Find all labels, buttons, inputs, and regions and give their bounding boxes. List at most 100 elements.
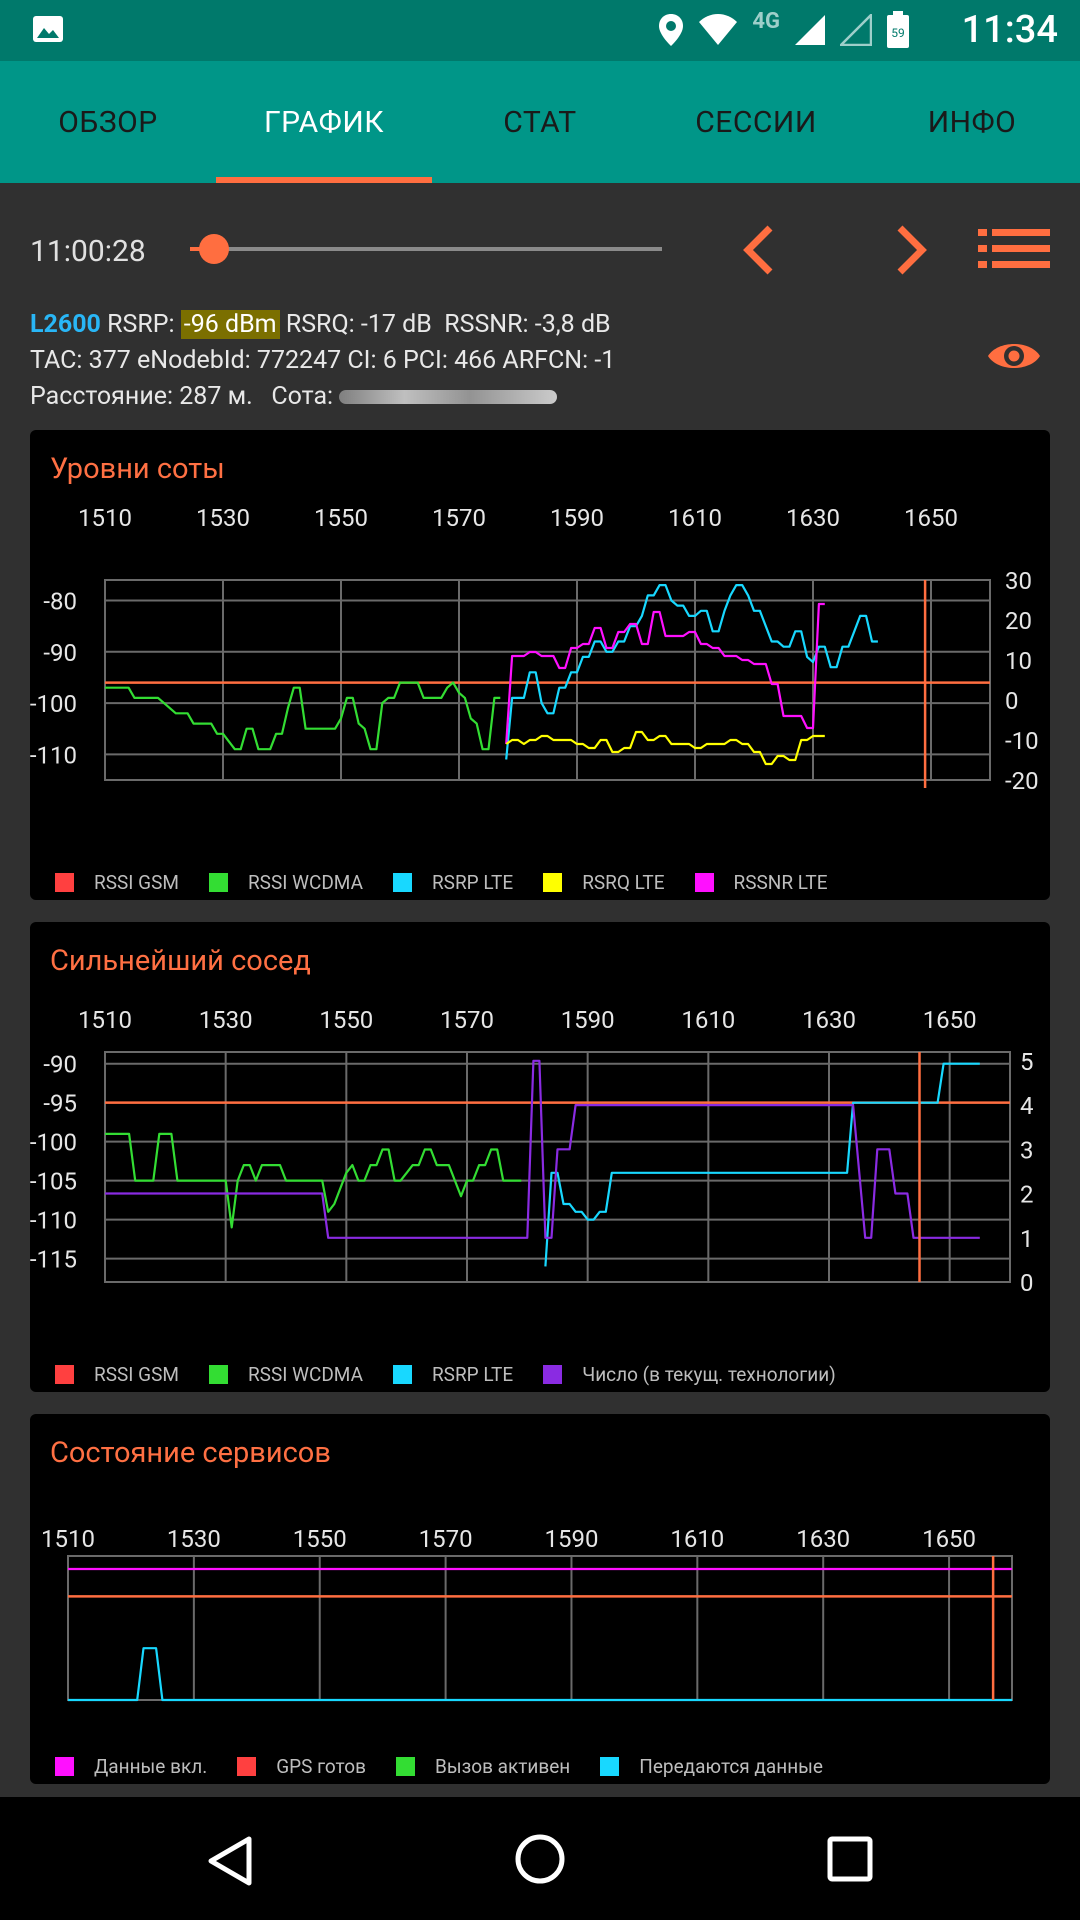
- visibility-toggle-button[interactable]: [986, 336, 1042, 376]
- back-button[interactable]: [205, 1835, 255, 1887]
- timeline-slider-thumb[interactable]: [198, 234, 229, 264]
- x-tick-label: 1550: [293, 1525, 347, 1553]
- x-tick-label: 1590: [544, 1525, 598, 1553]
- y-left-tick-label: -110: [30, 741, 77, 769]
- x-tick-label: 1550: [319, 1006, 373, 1034]
- distance-value: Расстояние: 287 м.: [30, 382, 253, 411]
- legend-swatch-rssi-wcdma: [208, 873, 228, 892]
- series-line: [105, 681, 501, 751]
- x-tick-label: 1570: [419, 1525, 473, 1553]
- x-tick-label: 1610: [670, 1525, 724, 1553]
- legend-label-call-active: Вызов активен: [435, 1755, 571, 1778]
- list-button[interactable]: [978, 229, 1050, 269]
- y-right-tick-label: 0: [1005, 687, 1019, 715]
- series-line: [68, 1647, 1012, 1702]
- previous-button[interactable]: [740, 224, 776, 276]
- clock: 11:34: [961, 8, 1058, 52]
- cell-info-line-3: Расстояние: 287 м. Сота:: [30, 382, 558, 411]
- y-right-tick-label: 3: [1020, 1136, 1034, 1164]
- y-left-tick-label: -100: [30, 1129, 77, 1157]
- legend-swatch-rssnr-lte: [694, 873, 714, 892]
- x-tick-label: 1630: [796, 1525, 850, 1553]
- recents-button[interactable]: [826, 1835, 874, 1883]
- timeline-slider-track[interactable]: [190, 247, 662, 251]
- location-icon: [659, 14, 684, 46]
- legend-label-rssnr-lte: RSSNR LTE: [733, 871, 828, 894]
- x-tick-label: 1570: [440, 1006, 494, 1034]
- chevron-left-icon: [743, 225, 773, 275]
- recents-square-icon: [827, 1836, 873, 1882]
- strongest-neighbor-chart: 1510 1530 1550 1570 1590 1610 1630 1650-90-95-1…: [30, 1006, 1034, 1297]
- status-bar: 4G 59 11:34: [0, 0, 1080, 61]
- legend-label-data-enabled: Данные вкл.: [94, 1755, 208, 1778]
- y-right-tick-label: -10: [1005, 727, 1039, 755]
- chart-card-strongest-neighbor: Сильнейший сосед 1510 1530 1550 1570 1590 161…: [30, 922, 1050, 1392]
- legend-swatch-rsrq-lte: [543, 873, 563, 892]
- timeline-time: 11:00:28: [30, 234, 146, 269]
- x-tick-label: 1650: [922, 1525, 976, 1553]
- legend-swatch-rssi-gsm: [55, 1365, 74, 1384]
- tab-overview[interactable]: ОБЗОР: [58, 104, 158, 140]
- y-right-tick-label: 4: [1020, 1092, 1034, 1120]
- x-tick-label: 1650: [904, 504, 958, 532]
- legend-swatch-neighbor-count: [543, 1365, 563, 1384]
- y-right-tick-label: 20: [1005, 607, 1032, 635]
- battery-level: 59: [891, 26, 905, 40]
- tab-graph[interactable]: ГРАФИК: [216, 61, 432, 183]
- home-button[interactable]: [514, 1833, 566, 1885]
- wifi-icon: [699, 14, 738, 45]
- series-line: [505, 583, 878, 760]
- network-type-label: 4G: [752, 8, 780, 34]
- battery-icon: 59: [887, 11, 909, 48]
- rssnr-value: RSSNR: -3,8 dB: [444, 310, 611, 339]
- tab-sessions[interactable]: СЕССИИ: [695, 104, 817, 140]
- cell-info-line-1: L2600 RSRP: -96 dBm RSRQ: -17 dB RSSNR: …: [30, 310, 611, 339]
- cell-identity-line: TAC: 377 eNodebId: 772247 CI: 6 PCI: 466…: [30, 346, 616, 375]
- legend-label-rssi-gsm: RSSI GSM: [94, 871, 179, 894]
- legend-label-gps-ready: GPS готов: [276, 1755, 366, 1778]
- next-button[interactable]: [894, 224, 930, 276]
- x-tick-label: 1630: [802, 1006, 856, 1034]
- plot-frame: [67, 1555, 1013, 1701]
- tab-stats[interactable]: СТАТ: [503, 104, 577, 140]
- tab-info[interactable]: ИНФО: [927, 104, 1017, 140]
- legend-swatch-rssi-gsm: [55, 873, 74, 892]
- back-triangle-icon: [208, 1836, 252, 1886]
- legend-label-rsrp-lte: RSRP LTE: [431, 871, 514, 894]
- legend-label-rsrq-lte: RSRQ LTE: [582, 871, 665, 894]
- signal-empty-icon: [840, 14, 872, 46]
- chart-legend: RSSI GSM RSSI WCDMA RSRP LTE RSRQ LTE RS…: [55, 871, 858, 894]
- legend-label-neighbor-count: Число (в текущ. технологии): [582, 1363, 836, 1386]
- chart-legend: RSSI GSM RSSI WCDMA RSRP LTE Число (в те…: [55, 1363, 866, 1386]
- image-notification-icon: [33, 16, 63, 42]
- y-left-tick-label: -105: [30, 1168, 77, 1196]
- y-right-tick-label: 5: [1020, 1048, 1034, 1076]
- x-tick-label: 1650: [923, 1006, 977, 1034]
- x-tick-label: 1530: [196, 504, 250, 532]
- x-tick-label: 1610: [668, 504, 722, 532]
- series-line: [105, 1132, 522, 1229]
- y-left-tick-label: -80: [43, 588, 77, 616]
- legend-swatch-rssi-wcdma: [208, 1365, 228, 1384]
- rsrp-value: -96 dBm: [180, 310, 280, 339]
- eye-icon: [988, 344, 1040, 368]
- y-right-tick-label: 10: [1005, 647, 1032, 675]
- series-line: [505, 602, 825, 745]
- y-left-tick-label: -115: [30, 1246, 77, 1274]
- legend-label-data-transfer: Передаются данные: [639, 1755, 823, 1778]
- y-left-tick-label: -100: [30, 690, 77, 718]
- legend-swatch-gps-ready: [237, 1757, 257, 1776]
- x-tick-label: 1610: [681, 1006, 735, 1034]
- legend-label-rssi-wcdma: RSSI WCDMA: [247, 1363, 363, 1386]
- chart-legend: Данные вкл. GPS готов Вызов активен Пере…: [55, 1755, 853, 1778]
- legend-swatch-rsrp-lte: [392, 1365, 412, 1384]
- chart-title: Уровни соты: [50, 452, 225, 486]
- signal-icon: [795, 15, 825, 45]
- x-tick-label: 1530: [199, 1006, 253, 1034]
- status-icons: 4G 59: [658, 8, 910, 50]
- x-tick-label: 1510: [78, 1006, 132, 1034]
- series-line: [105, 1059, 980, 1239]
- legend-label-rsrp-lte: RSRP LTE: [431, 1363, 514, 1386]
- chart-title: Состояние сервисов: [50, 1436, 331, 1470]
- service-state-chart: 1510 1530 1550 1570 1590 1610 1630 1650: [41, 1525, 1013, 1702]
